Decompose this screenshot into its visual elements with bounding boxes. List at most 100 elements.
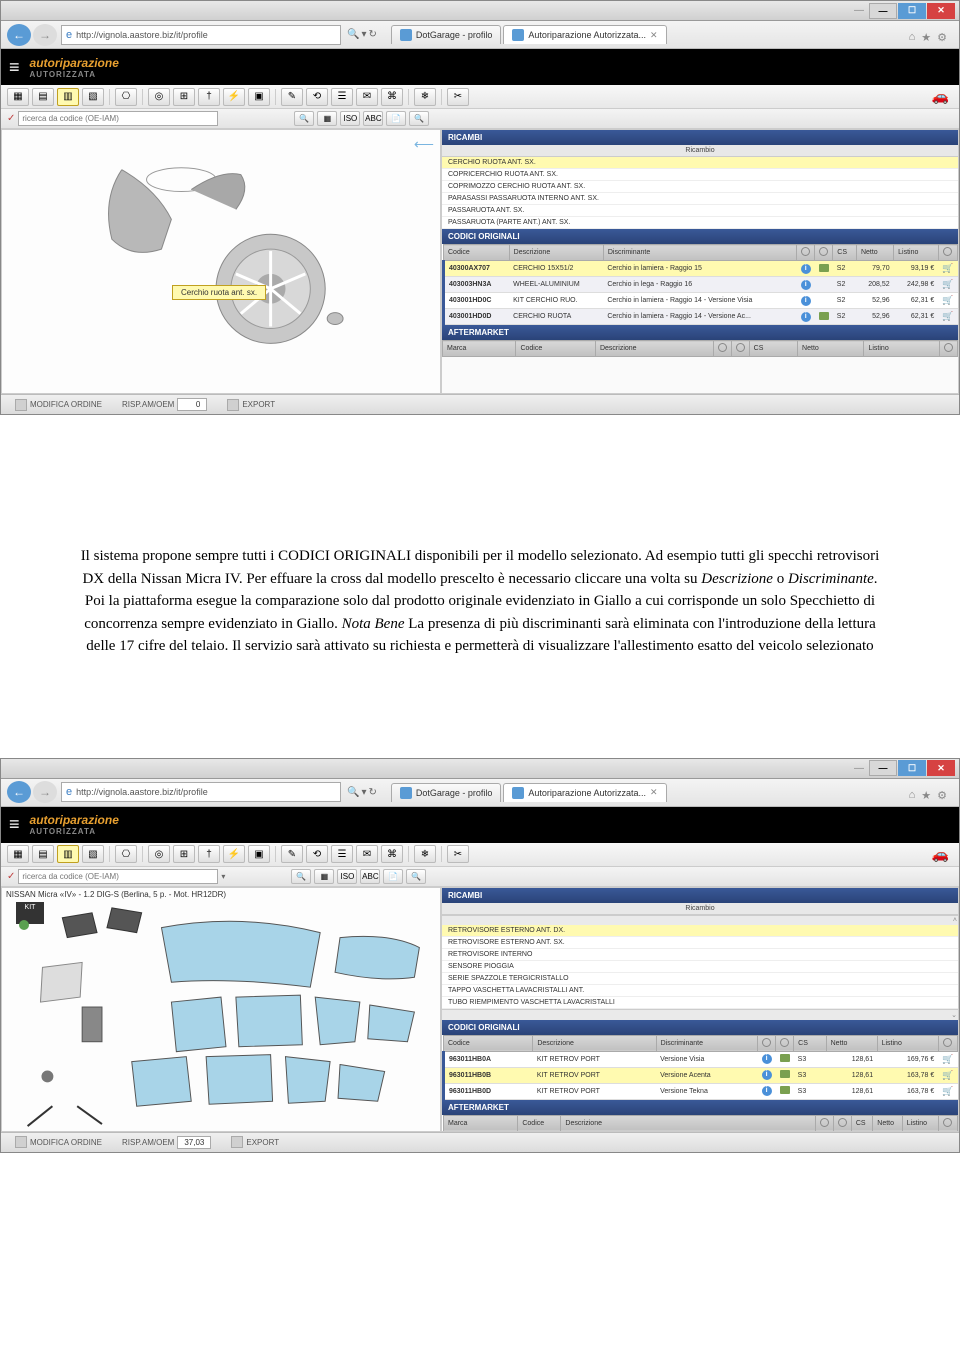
tb-btn-10[interactable]: ▣ <box>248 845 270 863</box>
car-icon[interactable]: 🚗 <box>932 88 949 105</box>
column-header[interactable]: Descrizione <box>561 1115 815 1131</box>
tb-btn-7[interactable]: ⊞ <box>173 88 195 106</box>
tb-btn-17[interactable]: ✂ <box>447 88 469 106</box>
tb-btn-1[interactable]: ▦ <box>7 845 29 863</box>
tb-btn-4[interactable]: ▧ <box>82 845 104 863</box>
dropdown-icon[interactable]: ▾ <box>221 872 225 881</box>
tb-btn-14[interactable]: ✉ <box>356 88 378 106</box>
tab-autoriparazione[interactable]: Autoriparazione Autorizzata... ✕ <box>503 25 666 44</box>
info-cell[interactable]: i <box>758 1067 776 1083</box>
car-icon[interactable]: 🚗 <box>932 846 949 863</box>
column-header[interactable] <box>758 1035 776 1051</box>
column-header[interactable]: CS <box>851 1115 872 1131</box>
tb-btn-9[interactable]: ⚡ <box>223 845 245 863</box>
search-input[interactable] <box>18 869 218 884</box>
tb-btn-5[interactable]: ⎔ <box>115 845 137 863</box>
tb-btn-2[interactable]: ▤ <box>32 88 54 106</box>
table-row[interactable]: 403003HN3AWHEEL-ALUMINIUMCerchio in lega… <box>444 277 958 293</box>
part-list-item[interactable]: COPRICERCHIO RUOTA ANT. SX. <box>442 169 958 181</box>
tb-btn-16[interactable]: ❄ <box>414 88 436 106</box>
cart-cell[interactable]: 🛒 <box>938 293 957 309</box>
modifica-button[interactable]: MODIFICA ORDINE <box>9 398 108 412</box>
info-cell[interactable]: i <box>797 261 815 277</box>
tb-btn-4[interactable]: ▧ <box>82 88 104 106</box>
tb-btn-12[interactable]: ⟲ <box>306 845 328 863</box>
cart-cell[interactable]: 🛒 <box>938 1083 957 1099</box>
url-input[interactable]: e http://vignola.aastore.biz/it/profile <box>61 25 341 45</box>
column-header[interactable] <box>833 1115 851 1131</box>
info-cell[interactable]: i <box>758 1083 776 1099</box>
column-header[interactable]: Netto <box>873 1115 902 1131</box>
column-header[interactable]: Discriminante <box>656 1035 758 1051</box>
cart-cell[interactable]: 🛒 <box>938 1051 957 1067</box>
tb-btn-15[interactable]: ⌘ <box>381 845 403 863</box>
tb-btn-13[interactable]: ☰ <box>331 88 353 106</box>
part-list-item[interactable]: COPRIMOZZO CERCHIO RUOTA ANT. SX. <box>442 181 958 193</box>
table-row[interactable]: 963011HB0AKIT RETROV PORTVersione Visiai… <box>444 1051 958 1067</box>
column-header[interactable]: Descrizione <box>595 341 713 357</box>
column-header[interactable] <box>797 245 815 261</box>
info-cell[interactable]: i <box>797 277 815 293</box>
tb-btn-6[interactable]: ◎ <box>148 845 170 863</box>
tb-btn-17[interactable]: ✂ <box>447 845 469 863</box>
column-header[interactable]: Codice <box>444 245 510 261</box>
column-header[interactable]: Discriminante <box>603 245 796 261</box>
tab-autoriparazione[interactable]: Autoriparazione Autorizzata... ✕ <box>503 783 666 802</box>
window-maximize[interactable]: ☐ <box>898 760 926 776</box>
info-cell[interactable]: i <box>797 309 815 325</box>
window-maximize[interactable]: ☐ <box>898 3 926 19</box>
column-header[interactable]: Codice <box>518 1115 561 1131</box>
column-header[interactable]: Codice <box>516 341 596 357</box>
cart-cell[interactable]: 🛒 <box>938 261 957 277</box>
column-header[interactable]: Listino <box>877 1035 938 1051</box>
tb-btn-14[interactable]: ✉ <box>356 845 378 863</box>
cart-cell[interactable]: 🛒 <box>938 309 957 325</box>
part-list-item[interactable]: PASSARUOTA ANT. SX. <box>442 205 958 217</box>
info-cell[interactable] <box>815 1131 833 1132</box>
column-header[interactable]: Descrizione <box>509 245 603 261</box>
tb2-btn-abc[interactable]: ABC <box>360 869 380 884</box>
column-header[interactable] <box>815 1115 833 1131</box>
tb-btn-11[interactable]: ✎ <box>281 845 303 863</box>
window-minimize[interactable]: — <box>869 760 897 776</box>
cart-cell[interactable]: 🛒 <box>938 1131 957 1132</box>
tab-close-icon[interactable]: ✕ <box>650 30 658 41</box>
home-icon[interactable]: ⌂ <box>909 789 916 802</box>
favorites-icon[interactable]: ★ <box>921 789 931 802</box>
tb-btn-15[interactable]: ⌘ <box>381 88 403 106</box>
column-header[interactable] <box>938 1035 957 1051</box>
tb-btn-3[interactable]: ▥ <box>57 845 79 863</box>
tb-btn-16[interactable]: ❄ <box>414 845 436 863</box>
window-close[interactable]: ✕ <box>927 3 955 19</box>
column-header[interactable]: CS <box>794 1035 826 1051</box>
tb-btn-11[interactable]: ✎ <box>281 88 303 106</box>
tb-btn-6[interactable]: ◎ <box>148 88 170 106</box>
column-header[interactable]: CS <box>749 341 797 357</box>
dropdown-icon[interactable]: ▾ <box>361 787 366 798</box>
column-header[interactable] <box>940 341 958 357</box>
nav-back[interactable]: ← <box>7 781 31 803</box>
cart-cell[interactable]: 🛒 <box>938 277 957 293</box>
part-list-item[interactable]: SENSORE PIOGGIA <box>442 961 958 973</box>
part-list-item[interactable]: RETROVISORE INTERNO <box>442 949 958 961</box>
tab-dotgarage[interactable]: DotGarage - profilo <box>391 25 502 44</box>
tb2-btn-2[interactable]: ▦ <box>317 111 337 126</box>
table-row[interactable]: 40300AX707CERCHIO 15X51/2Cerchio in lami… <box>444 261 958 277</box>
tb-btn-13[interactable]: ☰ <box>331 845 353 863</box>
menu-icon[interactable]: ≡ <box>9 814 20 835</box>
column-header[interactable]: Netto <box>798 341 864 357</box>
column-header[interactable] <box>938 1115 957 1131</box>
tab-close-icon[interactable]: ✕ <box>650 787 658 798</box>
window-minimize[interactable]: — <box>869 3 897 19</box>
tb2-btn-3[interactable]: 📄 <box>386 111 406 126</box>
column-header[interactable]: CS <box>833 245 857 261</box>
column-header[interactable]: Netto <box>826 1035 877 1051</box>
tb-btn-2[interactable]: ▤ <box>32 845 54 863</box>
column-header[interactable]: Codice <box>444 1035 533 1051</box>
column-header[interactable] <box>776 1035 794 1051</box>
tb2-btn-4[interactable]: 🔍 <box>409 111 429 126</box>
column-header[interactable] <box>815 245 833 261</box>
tb-btn-8[interactable]: † <box>198 88 220 106</box>
menu-icon[interactable]: ≡ <box>9 57 20 78</box>
nav-back[interactable]: ← <box>7 24 31 46</box>
